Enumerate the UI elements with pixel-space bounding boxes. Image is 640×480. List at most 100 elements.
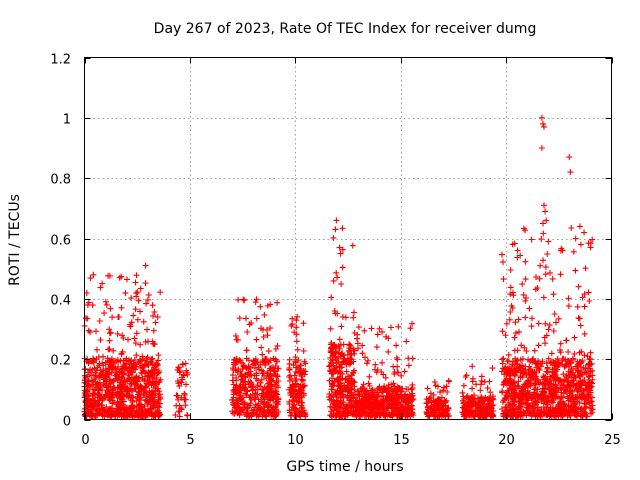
data-point [109, 365, 116, 372]
data-point [560, 371, 567, 378]
data-point [246, 357, 252, 364]
data-point [502, 332, 509, 339]
data-point [345, 379, 352, 386]
data-point [409, 381, 416, 388]
data-point [94, 346, 100, 353]
data-point [235, 296, 242, 303]
data-point [542, 320, 549, 327]
data-point [255, 364, 262, 371]
data-point [117, 407, 124, 413]
data-point [550, 328, 557, 334]
data-point [551, 371, 558, 378]
data-point [522, 276, 529, 283]
data-point [565, 382, 572, 389]
data-point [133, 293, 140, 300]
data-point [333, 269, 340, 276]
data-point [94, 387, 101, 394]
data-point [301, 358, 308, 365]
data-point [237, 368, 244, 375]
data-point [137, 357, 144, 364]
data-point [141, 391, 148, 398]
data-point [542, 392, 548, 399]
data-point [507, 309, 514, 315]
data-point [135, 395, 142, 402]
data-point [401, 392, 408, 399]
data-point [286, 398, 293, 405]
data-point [544, 410, 551, 417]
data-point [570, 356, 576, 363]
data-point [336, 244, 343, 251]
data-point [241, 383, 248, 390]
data-point [245, 370, 251, 377]
data-point [518, 388, 525, 395]
data-point [351, 347, 358, 354]
data-point [342, 412, 349, 419]
data-point [339, 246, 346, 253]
data-point [344, 408, 351, 414]
data-point [142, 262, 149, 269]
data-point [137, 285, 144, 292]
data-point [543, 217, 550, 224]
data-point [523, 348, 530, 354]
data-point [463, 410, 470, 417]
data-point [298, 404, 305, 411]
data-point [398, 372, 405, 379]
data-point [150, 327, 157, 334]
data-point [557, 385, 564, 392]
data-point [128, 319, 135, 326]
data-point [293, 338, 300, 345]
data-point [84, 406, 91, 413]
y-tick-label: 0 [63, 415, 71, 430]
data-point [540, 230, 547, 237]
data-point [564, 383, 571, 390]
data-point [575, 283, 582, 290]
data-point [545, 238, 552, 245]
data-point [391, 370, 398, 377]
data-point [110, 377, 117, 384]
data-point [288, 412, 295, 419]
data-point [338, 323, 345, 330]
data-point [340, 352, 347, 359]
data-point [363, 413, 370, 419]
data-point [255, 377, 261, 384]
y-axis: 0 0.2 0.4 0.6 0.8 1 1.2 [50, 53, 612, 430]
data-point [561, 407, 568, 414]
data-point [586, 373, 593, 380]
data-point [114, 390, 121, 397]
data-point [535, 320, 542, 327]
data-point [489, 365, 496, 372]
data-point [295, 388, 302, 394]
data-point [573, 363, 580, 370]
data-point [431, 379, 438, 385]
data-point [423, 396, 430, 402]
data-point [266, 365, 273, 372]
data-point [257, 303, 264, 310]
data-point [459, 389, 466, 396]
data-point [337, 351, 344, 358]
data-point [288, 387, 295, 394]
data-point [489, 411, 496, 418]
data-point [528, 371, 535, 378]
data-point [139, 353, 146, 360]
data-point [430, 408, 437, 415]
data-point [369, 389, 376, 396]
data-point [506, 365, 513, 372]
data-point [360, 408, 367, 415]
data-point [487, 389, 494, 396]
data-point [391, 408, 398, 415]
data-point [333, 217, 340, 224]
data-point [247, 412, 253, 419]
data-point [362, 390, 369, 397]
data-point [274, 299, 281, 306]
data-point [519, 396, 525, 403]
data-point [260, 368, 267, 375]
data-point [231, 357, 237, 363]
data-point [292, 377, 299, 384]
data-point [557, 271, 564, 278]
data-point [154, 407, 161, 414]
data-point [427, 390, 434, 397]
data-point [445, 405, 452, 412]
data-point [481, 406, 488, 413]
data-point [119, 396, 126, 403]
data-point [143, 383, 149, 390]
